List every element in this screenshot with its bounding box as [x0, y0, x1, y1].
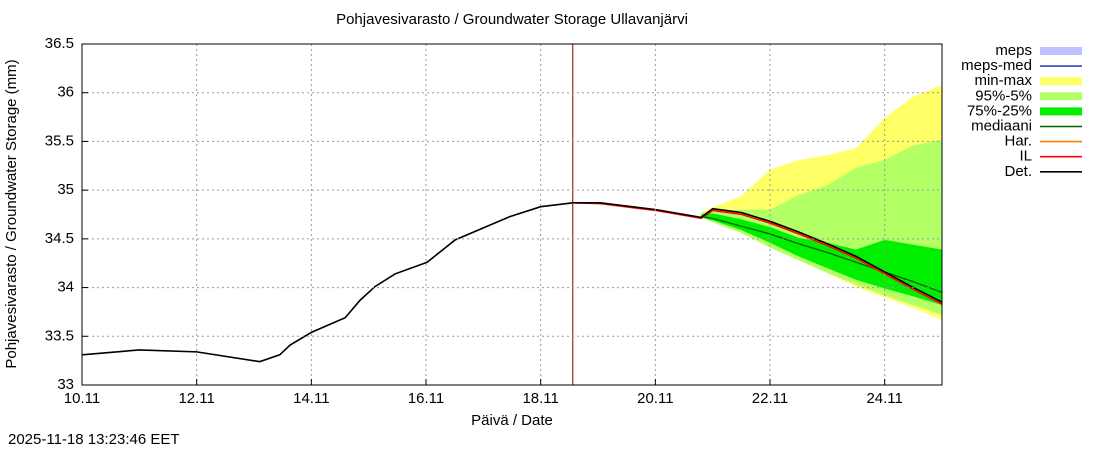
legend-label: Det. [1004, 163, 1032, 180]
legend-label: 95%-5% [975, 87, 1032, 104]
legend-swatch [1040, 77, 1082, 86]
axes: 33 33.5 34 34.5 35 35.5 36 36.5 10.11 12.11 14.11 1… [45, 35, 942, 407]
plot-frame [81, 43, 943, 386]
x-axis-label: Päivä / Date [471, 412, 553, 429]
series-line [82, 202, 942, 363]
timestamp: 2025-11-18 13:23:46 EET [8, 431, 180, 448]
y-tick-label: 33 [57, 376, 74, 393]
x-tick-label: 18.11 [522, 390, 558, 407]
x-tick-label: 10.11 [64, 390, 100, 407]
legend-label: meps-med [961, 57, 1032, 74]
y-tick-label: 35.5 [45, 132, 74, 149]
y-tick-label: 35 [57, 181, 74, 198]
legend-swatch [1040, 107, 1082, 116]
legend-label: Har. [1004, 133, 1032, 150]
x-tick-label: 24.11 [866, 390, 902, 407]
band-area [701, 213, 942, 306]
legend-label: 75%-25% [967, 102, 1032, 119]
legend-label: mediaani [971, 117, 1032, 134]
x-tick-label: 14.11 [293, 390, 329, 407]
legend-swatch [1040, 92, 1082, 101]
chart-title: Pohjavesivarasto / Groundwater Storage U… [336, 11, 688, 28]
x-tick-label: 20.11 [637, 390, 673, 407]
y-tick-label: 36 [57, 84, 74, 101]
legend-label: meps [995, 42, 1032, 59]
y-tick-label: 34 [57, 279, 74, 296]
y-tick-label: 36.5 [45, 35, 74, 52]
series-line [572, 202, 942, 305]
legend-label: min-max [974, 72, 1032, 89]
y-tick-label: 33.5 [45, 327, 74, 344]
x-tick-label: 12.11 [178, 390, 214, 407]
plot-area [82, 44, 942, 385]
y-axis-label: Pohjavesivarasto / Groundwater Storage (… [3, 59, 20, 368]
x-tick-label: 16.11 [408, 390, 444, 407]
series-line [701, 215, 942, 294]
legend-label: IL [1019, 148, 1032, 165]
y-tick-label: 34.5 [45, 230, 74, 247]
legend-swatch [1040, 47, 1082, 55]
x-tick-label: 22.11 [752, 390, 788, 407]
